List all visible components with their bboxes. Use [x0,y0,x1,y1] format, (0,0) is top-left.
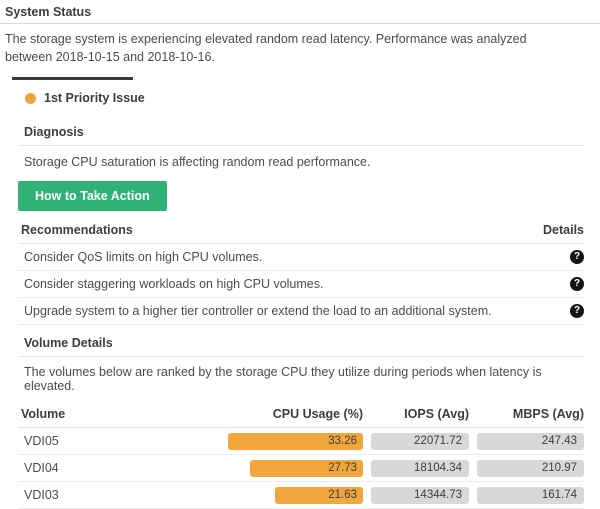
mbps-cell: 161.74 [477,486,584,504]
iops-cell: 14344.73 [371,486,469,504]
diagnosis-heading: Diagnosis [18,125,584,146]
cpu-usage-bar: 27.73 [250,459,363,477]
iops-cell: 18104.34 [371,459,469,477]
diagnosis-text: Storage CPU saturation is affecting rand… [24,155,371,169]
mbps-cell: 247.43 [477,432,584,450]
page-header: System Status [0,0,600,24]
tab-label: 1st Priority Issue [44,91,145,105]
iops-value: 22071.72 [371,432,469,450]
iops-value: 18104.34 [371,459,469,477]
recommendation-text: Consider staggering workloads on high CP… [24,277,324,291]
volume-name: VDI04 [24,461,59,475]
cpu-usage-bar: 21.63 [275,486,363,504]
table-row: VDI05 33.26 22071.72 247.43 [18,428,584,455]
column-header-iops: IOPS (Avg) [404,407,469,421]
recommendation-text: Upgrade system to a higher tier controll… [24,304,492,318]
recommendation-row: Consider QoS limits on high CPU volumes.… [18,244,584,271]
active-tab-indicator [12,77,133,80]
table-row: VDI03 21.63 14344.73 161.74 [18,482,584,509]
recommendations-header: Recommendations Details [18,223,584,244]
mbps-value: 210.97 [477,459,584,477]
mbps-value: 161.74 [477,486,584,504]
question-circle-icon[interactable]: ? [570,277,584,291]
volume-name: VDI03 [24,488,59,502]
tab-content: Diagnosis Storage CPU saturation is affe… [18,125,584,509]
table-row: VDI04 27.73 18104.34 210.97 [18,455,584,482]
system-description: The storage system is experiencing eleva… [5,32,527,64]
recommendation-text: Consider QoS limits on high CPU volumes. [24,250,263,264]
iops-value: 14344.73 [371,486,469,504]
cpu-usage-cell: 27.73 [223,459,363,477]
priority-dot-icon [25,92,36,104]
details-column-heading: Details [543,223,584,237]
column-header-volume: Volume [21,407,66,421]
column-header-cpu-usage: CPU Usage (%) [272,407,363,421]
volume-name: VDI05 [24,434,59,448]
mbps-cell: 210.97 [477,459,584,477]
how-to-take-action-button[interactable]: How to Take Action [18,181,167,211]
cpu-usage-cell: 21.63 [223,486,363,504]
volume-details-heading: Volume Details [18,336,584,357]
mbps-value: 247.43 [477,432,584,450]
page-title: System Status [5,5,92,19]
question-circle-icon[interactable]: ? [570,304,584,318]
question-circle-icon[interactable]: ? [570,250,584,264]
cpu-usage-cell: 33.26 [223,432,363,450]
volume-details-text: The volumes below are ranked by the stor… [24,365,542,393]
recommendations-heading: Recommendations [21,223,133,237]
recommendation-row: Upgrade system to a higher tier controll… [18,298,584,325]
volume-table-header: Volume CPU Usage (%) IOPS (Avg) MBPS (Av… [18,407,584,428]
tab-first-priority-issue[interactable]: 1st Priority Issue [25,91,600,105]
recommendation-row: Consider staggering workloads on high CP… [18,271,584,298]
cpu-usage-bar: 33.26 [228,432,363,450]
column-header-mbps: MBPS (Avg) [512,407,584,421]
iops-cell: 22071.72 [371,432,469,450]
